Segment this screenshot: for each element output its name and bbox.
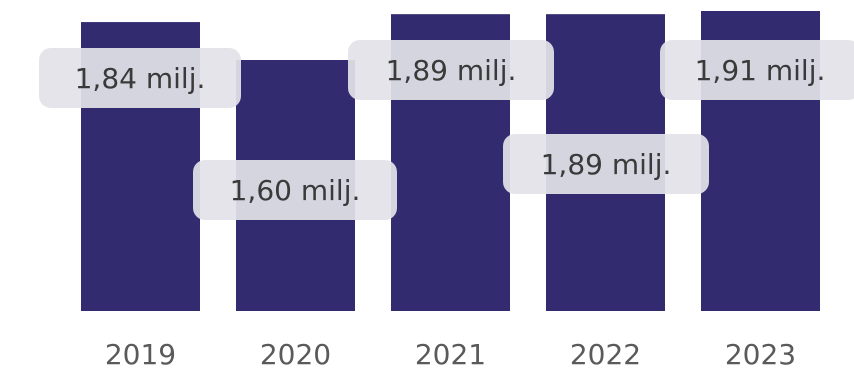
data-labels-layer: 1,84 milj. 1,60 milj. 1,89 milj. 1,89 milj.… — [39, 40, 854, 220]
data-label-text: 1,89 milj. — [386, 54, 517, 87]
data-label-text: 1,60 milj. — [230, 174, 361, 207]
x-tick-label-2023: 2023 — [725, 338, 796, 371]
data-label-box — [193, 160, 397, 220]
data-label-2022: 1,89 milj. — [503, 134, 709, 194]
data-label-2023: 1,91 milj. — [660, 40, 854, 100]
x-tick-label-2021: 2021 — [415, 338, 486, 371]
x-axis-tick-labels: 2019 2020 2021 2022 2023 — [105, 338, 796, 371]
x-tick-label-2022: 2022 — [570, 338, 641, 371]
data-label-text: 1,84 milj. — [75, 62, 206, 95]
data-label-box — [503, 134, 709, 194]
data-label-text: 1,89 milj. — [541, 148, 672, 181]
data-label-box — [348, 40, 554, 100]
data-label-text: 1,91 milj. — [695, 54, 826, 87]
data-label-2020: 1,60 milj. — [193, 160, 397, 220]
x-tick-label-2019: 2019 — [105, 338, 176, 371]
data-label-box — [660, 40, 854, 100]
data-label-2019: 1,84 milj. — [39, 48, 241, 108]
data-label-box — [39, 48, 241, 108]
x-tick-label-2020: 2020 — [260, 338, 331, 371]
data-label-2021: 1,89 milj. — [348, 40, 554, 100]
